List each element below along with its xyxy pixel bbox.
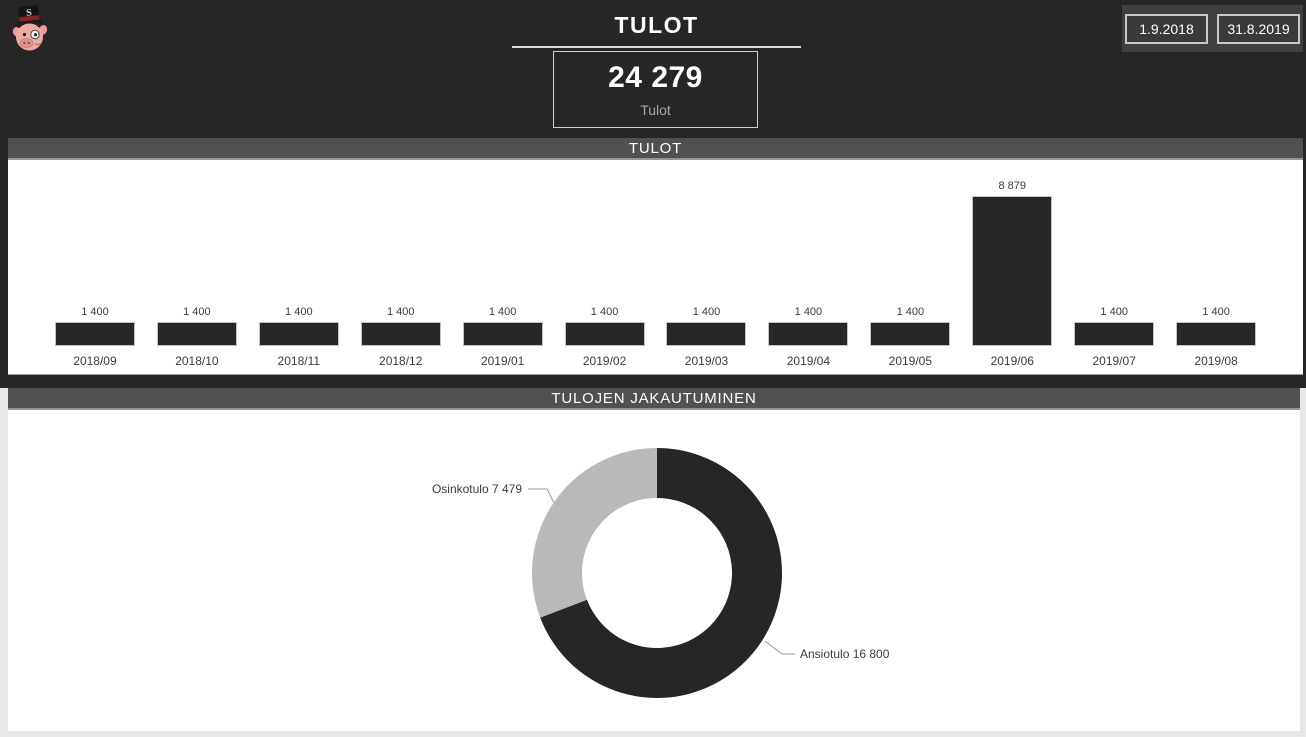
bar-2018/10[interactable] [156,322,237,346]
bar-slot: 1 400 2019/08 [1165,160,1267,374]
bar-value-label: 1 400 [488,306,517,318]
bar-2019/01[interactable] [462,322,543,346]
bar-value-label: 1 400 [794,306,823,318]
donut-label-ansiotulo: Ansiotulo 16 800 [800,647,890,661]
bar-slot: 1 400 2019/02 [554,160,656,374]
bar-slot: 1 400 2018/11 [248,160,350,374]
bar-category-label: 2018/09 [73,354,117,368]
bar-chart-panel: TULOT 1 400 2018/09 1 400 2018/10 1 400 2018/… [8,138,1303,375]
bar-slot: 8 879 2019/06 [961,160,1063,374]
bar-2018/09[interactable] [54,322,135,346]
kpi-label: Tulot [640,102,671,118]
donut-label-osinkotulo: Osinkotulo 7 479 [432,482,522,496]
bar-chart-title: TULOT [8,138,1303,160]
report-title-block: TULOT [512,12,801,48]
bar-category-label: 2019/05 [888,354,933,368]
date-start-field[interactable]: 1.9.2018 [1125,13,1208,44]
donut-chart-body: Osinkotulo 7 479 Ansiotulo 16 800 [8,410,1300,731]
bar-slot: 1 400 2019/01 [452,160,554,374]
bar-value-label: 1 400 [183,306,211,318]
bar-2019/07[interactable] [1074,322,1155,346]
bar-2019/05[interactable] [870,322,951,346]
bar-chart-body: 1 400 2018/09 1 400 2018/10 1 400 2018/11 1 40… [8,160,1303,375]
donut-slice-osinkotulo[interactable] [532,448,657,618]
bar-2018/11[interactable] [258,322,339,346]
bar-category-label: 2019/02 [582,354,627,368]
kpi-value: 24 279 [608,61,703,94]
bar-2019/03[interactable] [666,322,747,346]
donut-leader-ansiotulo [764,640,795,655]
kpi-card-tulot: 24 279 Tulot [553,51,758,128]
bottom-area: TULOJEN JAKAUTUMINEN Osinkotulo 7 479 Ans… [0,388,1306,737]
bar-2019/02[interactable] [564,322,645,346]
bar-value-label: 1 400 [896,306,925,318]
donut-leader-osinkotulo [528,488,555,504]
bar-slot: 1 400 2019/03 [656,160,758,374]
bar-value-label: 1 400 [1202,306,1230,318]
page-title: TULOT [614,12,699,38]
donut-chart: Osinkotulo 7 479 Ansiotulo 16 800 [432,448,890,698]
bar-2019/06[interactable] [972,196,1053,346]
bar-2019/08[interactable] [1176,322,1257,346]
bar-value-label: 8 879 [998,180,1027,192]
date-range-container: 1.9.2018 31.8.2019 [1122,5,1303,52]
svg-text:S: S [26,7,33,19]
bar-category-label: 2019/03 [684,354,729,368]
bar-category-label: 2019/08 [1194,354,1238,368]
bar-2018/12[interactable] [360,322,441,346]
bar-category-label: 2019/01 [480,354,525,368]
bar-slot: 1 400 2019/05 [859,160,961,374]
bar-slot: 1 400 2018/12 [350,160,452,374]
bar-category-label: 2019/06 [990,354,1034,368]
bar-slot: 1 400 2018/09 [44,160,146,374]
bar-value-label: 1 400 [81,306,109,318]
donut-chart-panel: TULOJEN JAKAUTUMINEN Osinkotulo 7 479 Ans… [8,388,1300,731]
title-underline [512,46,801,48]
bar-slot: 1 400 2018/10 [146,160,248,374]
bar-category-label: 2018/11 [277,354,321,368]
bar-chart: 1 400 2018/09 1 400 2018/10 1 400 2018/11 1 40… [44,160,1267,374]
bar-value-label: 1 400 [386,306,415,318]
donut-slice-ansiotulo[interactable] [540,448,782,698]
bar-slot: 1 400 2019/07 [1063,160,1165,374]
donut-chart-title: TULOJEN JAKAUTUMINEN [8,388,1300,410]
bar-category-label: 2018/10 [175,354,219,368]
bar-2019/04[interactable] [768,322,849,346]
date-end-field[interactable]: 31.8.2019 [1217,13,1300,44]
pig-top-hat-logo-icon: S [12,5,48,51]
top-header: S TULOT 24 279 Tulot 1.9.2018 31.8.2019 [0,0,1306,138]
bar-category-label: 2018/12 [379,354,423,368]
bar-value-label: 1 400 [1100,306,1128,318]
bar-value-label: 1 400 [590,306,619,318]
bar-slot: 1 400 2019/04 [757,160,859,374]
bar-value-label: 1 400 [692,306,721,318]
bar-value-label: 1 400 [285,306,313,318]
bar-category-label: 2019/04 [786,354,831,368]
bar-category-label: 2019/07 [1092,354,1136,368]
